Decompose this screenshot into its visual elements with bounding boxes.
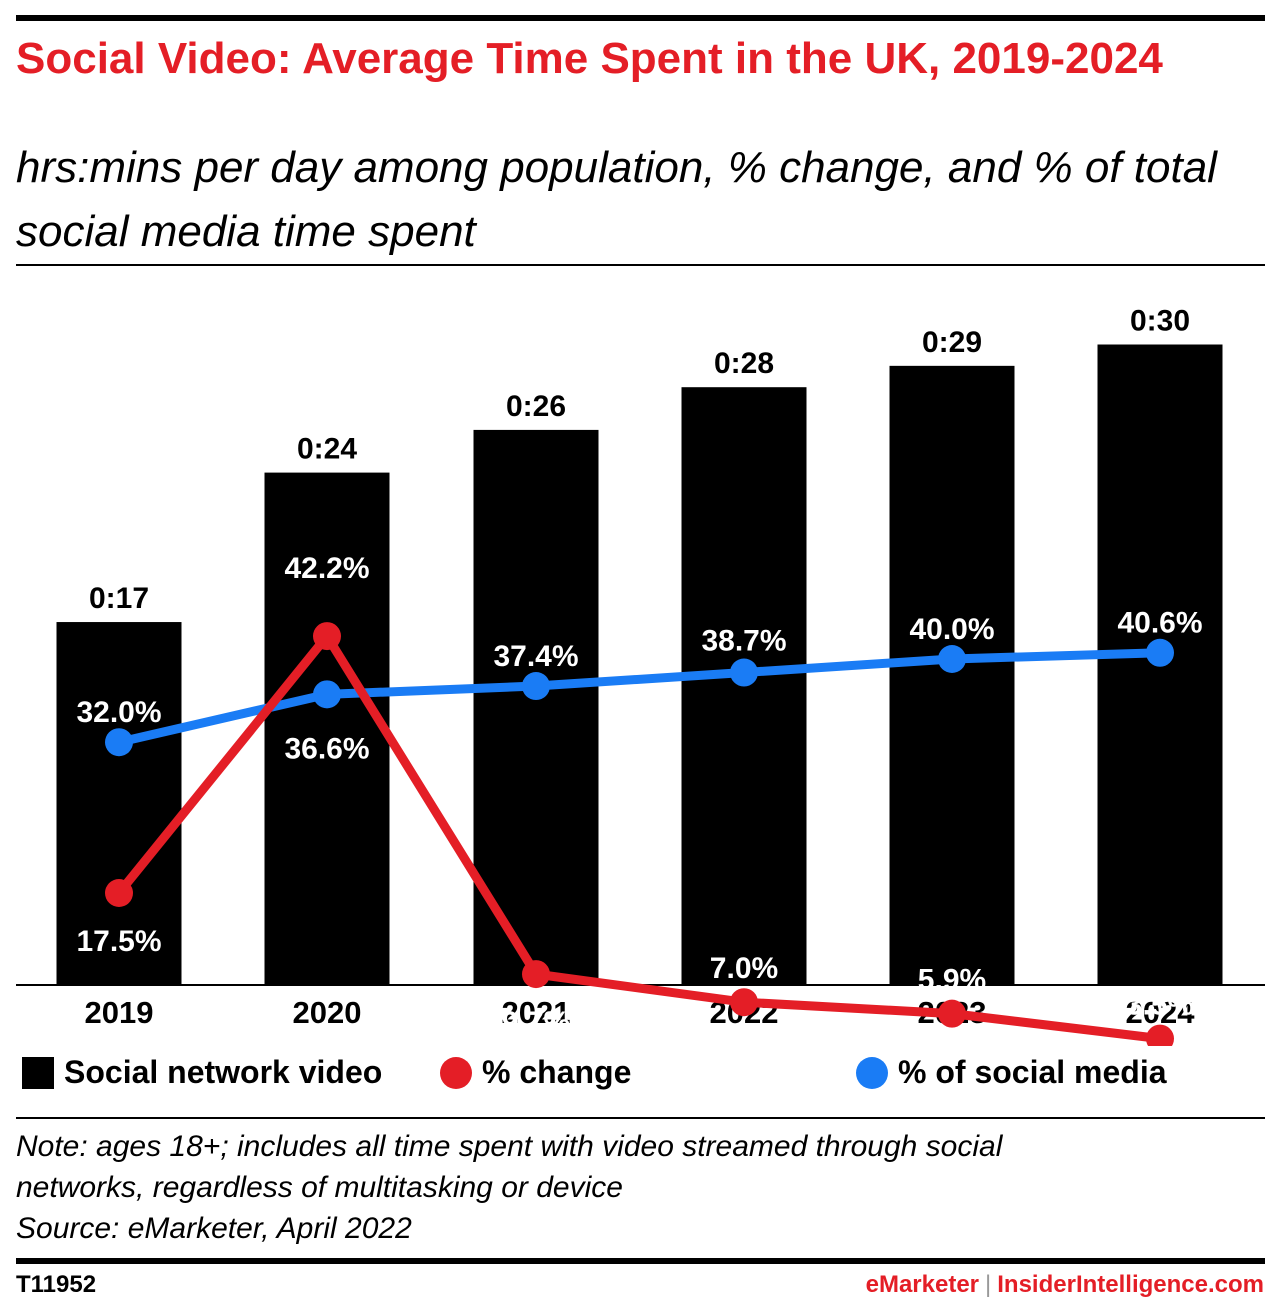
legend-item-video: Social network video	[22, 1054, 382, 1091]
change-point-2022	[730, 988, 758, 1017]
share-line	[114, 648, 1165, 747]
share-point-2022	[730, 658, 758, 687]
share-label-2024: 40.6%	[1117, 607, 1202, 640]
bars-layer	[56, 344, 1223, 986]
combo-chart: 0:17 0:24 0:26 0:28 0:29 0:30 2019 2020 2021 202…	[16, 305, 1265, 1046]
legend-swatch-share	[856, 1056, 888, 1089]
legend-swatch-change	[440, 1056, 472, 1089]
bar-label-2022: 0:28	[714, 347, 774, 380]
change-point-2020	[313, 622, 341, 651]
change-point-2021	[522, 960, 550, 989]
bar-label-2023: 0:29	[922, 326, 982, 359]
bar-2019	[56, 622, 182, 985]
chart-subtitle: hrs:mins per day among population, % cha…	[16, 143, 1217, 256]
change-point-2024	[1146, 1024, 1174, 1046]
change-point-2023	[938, 999, 966, 1028]
legend-item-change: % change	[440, 1054, 631, 1091]
bottom-rule	[16, 1258, 1265, 1264]
top-rule	[16, 15, 1265, 21]
share-point-2019	[105, 728, 133, 757]
bar-2021	[473, 429, 599, 985]
bar-labels-layer: 0:17 0:24 0:26 0:28 0:29 0:30	[89, 305, 1190, 616]
x-tick-2024: 2024	[1126, 995, 1196, 1030]
share-point-2024	[1146, 638, 1174, 667]
bar-label-2021: 0:26	[506, 390, 566, 423]
share-point-2021	[522, 672, 550, 701]
share-label-2022: 38.7%	[701, 624, 786, 657]
x-tick-2020: 2020	[293, 995, 362, 1030]
footer-divider	[16, 1117, 1265, 1119]
share-series: 32.0% 36.6% 37.4% 38.7% 40.0% 40.6%	[76, 607, 1202, 766]
share-label-2019: 32.0%	[76, 696, 161, 729]
note-line-1: Note: ages 18+; includes all time spent …	[16, 1130, 1003, 1163]
legend-swatch-video	[22, 1056, 54, 1089]
footnote: Note: ages 18+; includes all time spent …	[16, 1126, 1256, 1249]
brand-emarketer: eMarketer	[865, 1271, 980, 1298]
legend-label-share: % of social media	[898, 1054, 1167, 1090]
chart-title: Social Video: Average Time Spent in the …	[16, 34, 1163, 83]
share-label-2020: 36.6%	[284, 732, 369, 765]
change-label-2019: 17.5%	[76, 925, 161, 958]
change-label-2023: 5.9%	[918, 964, 986, 997]
change-label-2020: 42.2%	[284, 552, 369, 585]
bar-label-2024: 0:30	[1130, 305, 1190, 338]
chart-id: T11952	[16, 1271, 97, 1298]
change-series: 17.5% 42.2% 9.7% 7.0% 5.9% 3.5%	[76, 552, 1194, 1046]
bar-label-2020: 0:24	[297, 433, 357, 466]
share-label-2021: 37.4%	[493, 640, 578, 673]
note-line-2: networks, regardless of multitasking or …	[16, 1171, 623, 1204]
change-line	[114, 631, 1165, 1044]
legend-label-video: Social network video	[64, 1054, 383, 1090]
brand-separator: |	[985, 1271, 992, 1298]
bar-2020	[264, 472, 390, 986]
x-tick-2021: 2021	[502, 995, 571, 1030]
change-label-2021: 9.7%	[502, 1006, 570, 1039]
x-tick-2019: 2019	[85, 995, 154, 1030]
share-point-2020	[313, 680, 341, 709]
legend-item-share: % of social media	[856, 1054, 1167, 1091]
change-label-2024: 3.5%	[1126, 989, 1194, 1022]
legend: Social network video % change % of socia…	[0, 1054, 1280, 1098]
share-point-2023	[938, 645, 966, 673]
source-line: Source: eMarketer, April 2022	[16, 1212, 412, 1245]
brand-credit: eMarketer | InsiderIntelligence.com	[866, 1271, 1264, 1299]
bar-2023	[889, 365, 1015, 986]
change-point-2019	[105, 879, 133, 907]
share-label-2023: 40.0%	[909, 613, 994, 646]
change-label-2022: 7.0%	[710, 952, 778, 985]
legend-label-change: % change	[482, 1054, 632, 1090]
bar-label-2019: 0:17	[89, 582, 149, 615]
header-divider	[16, 264, 1265, 266]
brand-insider-intelligence: InsiderIntelligence.com	[997, 1271, 1264, 1298]
